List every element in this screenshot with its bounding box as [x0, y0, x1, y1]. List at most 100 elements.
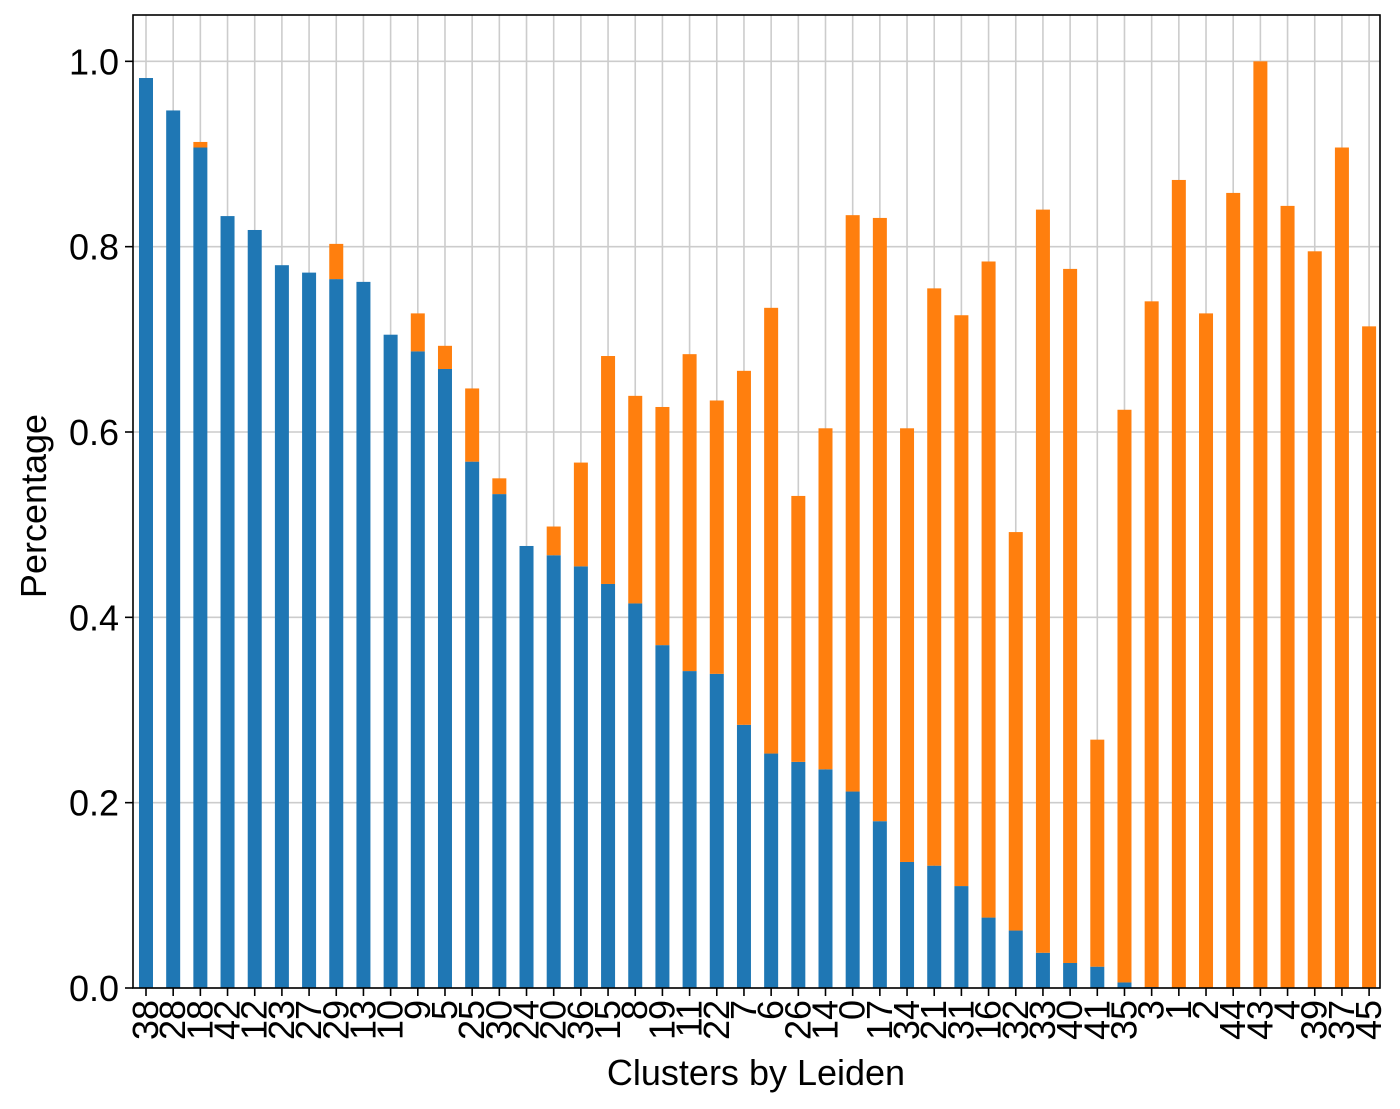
x-tick-label: 29	[315, 1000, 356, 1040]
bar-segment-series-2	[1280, 205, 1295, 989]
x-tick-label: 18	[179, 1000, 220, 1040]
x-tick-label: 39	[1294, 1000, 1335, 1040]
bar-segment-series-2	[437, 345, 452, 369]
bar-segment-series-2	[872, 217, 887, 822]
bar-segment-series-1	[437, 368, 452, 988]
plot-frame	[132, 14, 1381, 989]
bar-segment-series-1	[329, 279, 344, 989]
bar-segment-series-1	[601, 583, 616, 988]
x-axis-label: Clusters by Leiden	[607, 1052, 905, 1093]
bar-segment-series-1	[1090, 966, 1105, 988]
bar-segment-series-1	[845, 791, 860, 988]
x-tick-label: 3	[1131, 1000, 1172, 1020]
bar-segment-series-1	[465, 461, 480, 988]
bar-segment-series-1	[1117, 982, 1132, 988]
x-tick-label: 35	[1103, 1000, 1144, 1040]
bar-segment-series-1	[655, 645, 670, 988]
y-tick-label: 0.4	[69, 597, 119, 638]
bar-segment-series-2	[1334, 147, 1349, 989]
bar-segment-series-1	[1008, 930, 1023, 988]
bar-segment-series-1	[546, 555, 561, 988]
x-axis: 3828184212232729131095253024203615819112…	[125, 988, 1389, 1040]
x-tick-label: 2	[1185, 1000, 1226, 1020]
bar-segment-series-1	[736, 724, 751, 988]
bar-segment-series-1	[981, 917, 996, 988]
x-tick-label: 44	[1212, 1000, 1253, 1040]
x-tick-label: 0	[832, 1000, 873, 1020]
bar-segment-series-2	[655, 406, 670, 646]
x-tick-label: 26	[777, 1000, 818, 1040]
x-tick-label: 13	[342, 1000, 383, 1040]
bar-segment-series-2	[927, 288, 942, 866]
x-tick-label: 31	[940, 1000, 981, 1040]
bar-segment-series-1	[383, 334, 398, 988]
grid	[133, 15, 1380, 989]
x-tick-label: 23	[261, 1000, 302, 1040]
y-axis-label: Percentage	[13, 414, 54, 598]
x-tick-label: 24	[506, 1000, 547, 1040]
bar-segment-series-2	[1035, 209, 1050, 953]
x-tick-label: 1	[1158, 1000, 1199, 1020]
bar-segment-series-1	[519, 545, 534, 988]
y-tick-label: 0.0	[69, 968, 119, 1009]
x-tick-label: 42	[207, 1000, 248, 1040]
y-axis: 0.0 0.2 0.4 0.6 0.8 1.0	[69, 41, 133, 1009]
bar-segment-series-2	[628, 395, 643, 604]
x-tick-label: 12	[234, 1000, 275, 1040]
x-tick-label: 32	[995, 1000, 1036, 1040]
x-tick-label: 25	[451, 1000, 492, 1040]
bar-segment-series-2	[1063, 268, 1078, 963]
bar-segment-series-1	[220, 216, 235, 988]
bar-segment-series-1	[709, 673, 724, 988]
x-tick-label: 20	[533, 1000, 574, 1040]
bar-segment-series-2	[682, 354, 697, 672]
bar-segment-series-2	[1307, 251, 1322, 989]
y-tick-label: 0.6	[69, 412, 119, 453]
x-tick-label: 5	[424, 1000, 465, 1020]
bar-segment-series-2	[736, 370, 751, 725]
bar-segment-series-1	[247, 229, 262, 988]
bar-segment-series-2	[601, 356, 616, 584]
bar-segment-series-2	[1226, 192, 1241, 989]
bar-segment-series-2	[573, 462, 588, 567]
x-tick-label: 14	[805, 1000, 846, 1040]
bar-segment-series-2	[492, 478, 507, 495]
x-tick-label: 33	[1022, 1000, 1063, 1040]
x-tick-label: 4	[1267, 1000, 1308, 1020]
bar-segment-series-2	[410, 313, 425, 352]
bar-segment-series-2	[845, 215, 860, 792]
x-tick-label: 21	[913, 1000, 954, 1040]
x-tick-label: 41	[1076, 1000, 1117, 1040]
bar-segment-series-2	[1171, 179, 1186, 989]
bar-segment-series-1	[410, 351, 425, 988]
bar-segment-series-1	[628, 603, 643, 988]
bar-segment-series-2	[193, 141, 208, 148]
x-tick-label: 30	[478, 1000, 519, 1040]
bar-segment-series-2	[1117, 409, 1132, 983]
x-tick-label: 9	[397, 1000, 438, 1020]
bar-segment-series-1	[764, 753, 779, 988]
x-tick-label: 45	[1348, 1000, 1389, 1040]
bar-segment-series-1	[573, 566, 588, 988]
x-tick-label: 11	[669, 1000, 710, 1037]
bar-segment-series-1	[139, 78, 153, 989]
bar-segment-series-2	[1090, 739, 1105, 967]
bar-segment-series-1	[302, 272, 317, 988]
x-tick-label: 37	[1321, 1000, 1362, 1040]
bar-segment-series-2	[1253, 61, 1268, 989]
x-tick-label: 38	[125, 1000, 166, 1040]
bar-segment-series-2	[981, 261, 996, 918]
bar-segment-series-1	[1035, 952, 1050, 988]
x-tick-label: 17	[859, 1000, 900, 1040]
bar-segment-series-1	[927, 865, 942, 988]
x-tick-label: 27	[288, 1000, 329, 1040]
y-tick-label: 1.0	[69, 41, 119, 82]
bar-segment-series-2	[954, 315, 969, 887]
bar-segment-series-2	[709, 400, 724, 674]
bar-segment-series-1	[791, 761, 806, 988]
bar-segment-series-1	[900, 861, 915, 988]
bar-segment-series-2	[791, 495, 806, 762]
x-tick-label: 22	[696, 1000, 737, 1040]
x-tick-label: 7	[723, 1000, 764, 1020]
